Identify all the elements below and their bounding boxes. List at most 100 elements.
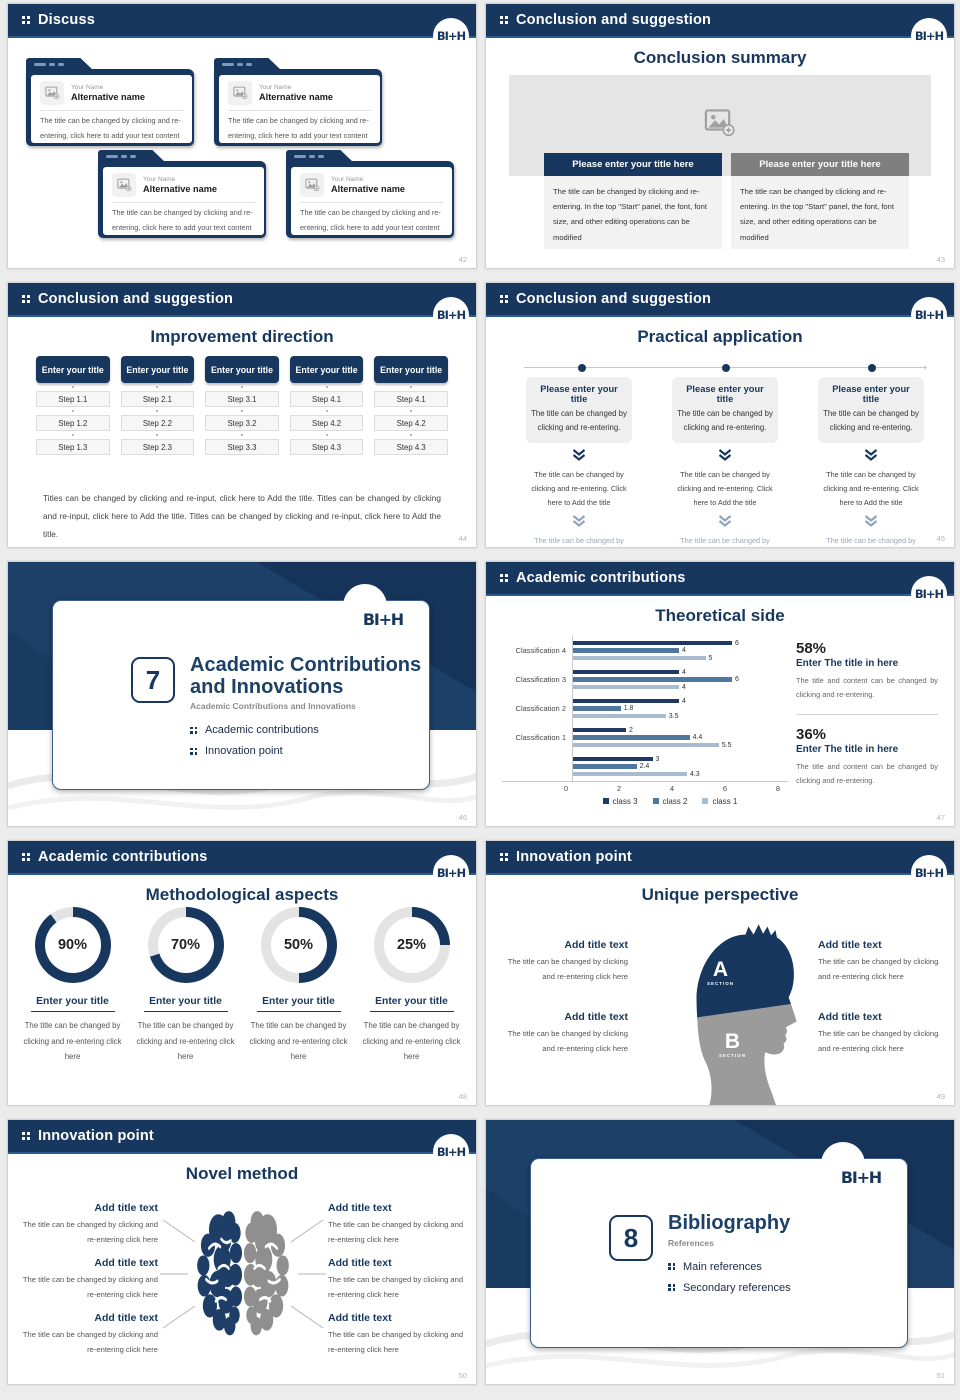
bar	[573, 735, 690, 740]
logo-badge: BI+H	[433, 297, 469, 333]
slide-42-discuss[interactable]: Discuss BI+H Your Name Alternative name Th…	[7, 3, 477, 269]
slide-45-practical-application[interactable]: Conclusion and suggestion BI+H Practical…	[485, 282, 955, 548]
image-placeholder-icon	[704, 108, 736, 142]
title-card: Please enter your title The title can be …	[818, 377, 924, 443]
connector-dot	[71, 386, 74, 388]
block-body: The title can be changed by clicking and…	[22, 1275, 158, 1299]
step-column: Enter your title Step 4.1 Step 4.2 Step 4.3	[374, 356, 448, 455]
folder-inner-card: Your Name Alternative name The title can b…	[219, 75, 380, 143]
slide-44-improvement-direction[interactable]: Conclusion and suggestion BI+H Improveme…	[7, 282, 477, 548]
logo-text: BI+H	[436, 29, 466, 43]
header-bullet-icon	[500, 295, 508, 303]
donut-body: The title can be changed by clicking and…	[136, 1021, 235, 1062]
image-placeholder-icon	[232, 86, 247, 100]
alternative-name: Alternative name	[259, 92, 334, 103]
slide-49-unique-perspective[interactable]: Innovation point BI+H Unique perspective…	[485, 840, 955, 1106]
bar-value-label: 4	[682, 683, 686, 691]
header-underline	[486, 873, 954, 875]
folder-tab	[26, 58, 94, 71]
slide-header: Conclusion and suggestion	[486, 283, 954, 315]
block-title: Add title text	[94, 1312, 158, 1324]
donut-chart: 50%	[260, 907, 337, 983]
slide-48-methodological-aspects[interactable]: Academic contributions BI+H Methodologic…	[7, 840, 477, 1106]
connector-dot	[325, 410, 328, 412]
bar-chart: Classification 4 6 4 5 Classification 3 4 6 4 Cl…	[502, 636, 788, 806]
logo-badge: BI+H	[911, 18, 947, 54]
donut-percent-label: 25%	[383, 917, 440, 973]
slide-50-novel-method[interactable]: Innovation point BI+H Novel method	[7, 1119, 477, 1385]
block-body: The title can be changed by clicking and…	[818, 1029, 939, 1053]
logo-bump	[821, 1142, 865, 1164]
legend-item: class 2	[652, 797, 687, 806]
bar-value-label: 4	[682, 647, 686, 654]
bar-row: 6	[573, 676, 788, 683]
step-box: Step 4.3	[374, 439, 448, 455]
donut-percent-label: 50%	[270, 917, 327, 973]
block-title: Add title text	[94, 1257, 158, 1269]
header-bullet-icon	[500, 16, 508, 24]
folder-tab	[286, 150, 354, 163]
step-text: The title can be changed by clicking and…	[531, 469, 627, 507]
donut-percent-label: 90%	[44, 917, 101, 973]
slide-43-conclusion-summary[interactable]: Conclusion and suggestion BI+H Conclusio…	[485, 3, 955, 269]
brain-icon	[197, 1211, 289, 1336]
bar-row: 4	[573, 683, 788, 691]
stat-title: Enter The title in here	[796, 743, 899, 755]
folder-card: Your Name Alternative name The title can b…	[26, 58, 194, 146]
logo-text: BI+H	[436, 308, 466, 322]
donut-title: Enter your title	[256, 996, 341, 1012]
image-placeholder-icon	[44, 86, 59, 100]
text-block: Add title text The title can be changed …	[818, 939, 940, 985]
donut-item: 50% Enter your title The title can be chan…	[246, 907, 352, 1065]
bar-value-label: 4	[682, 697, 686, 705]
category-label: Classification 2	[515, 704, 566, 713]
divider	[796, 713, 938, 715]
slide-46-section-7[interactable]: BI+H 7 Academic Contributions and Innova…	[7, 561, 477, 827]
practical-column: Please enter your title The title can be …	[818, 377, 924, 547]
section-bullet: Main references	[668, 1261, 791, 1273]
donut-charts-row: 90% Enter your title The title can be chan…	[16, 907, 468, 1065]
bar	[573, 684, 679, 690]
bar-value-label: 2.4	[639, 763, 650, 770]
connector-dot	[240, 410, 243, 412]
bar-value-label: 5.5	[721, 741, 732, 749]
folder-card: Your Name Alternative name The title can b…	[286, 150, 454, 238]
header-title: Innovation point	[515, 849, 632, 865]
section-number-badge: 7	[131, 657, 175, 703]
bar	[573, 742, 719, 748]
chevron-down-icon	[864, 448, 878, 461]
text-block: Add title text The title can be changed …	[20, 1202, 158, 1248]
divider	[300, 202, 443, 203]
avatar-placeholder	[300, 173, 324, 197]
brain-right-hemisphere	[243, 1211, 289, 1336]
section-card: BI+H 7 Academic Contributions and Innova…	[52, 584, 430, 790]
step-box: Step 3.3	[205, 439, 279, 455]
card-body-text: The title can be changed by clicking and…	[40, 116, 181, 140]
page-number: 45	[936, 534, 945, 543]
chevron-down-icon	[718, 515, 732, 528]
bar-row: 3	[573, 755, 788, 763]
bullet-icon	[190, 726, 198, 734]
bar-value-label: 3	[655, 755, 660, 763]
bar-value-label: 3.5	[668, 712, 679, 720]
slide-47-theoretical-side[interactable]: Academic contributions BI+H Theoretical …	[485, 561, 955, 827]
title-card: Please enter your title The title can be …	[526, 377, 632, 443]
logo-badge: BI+H	[433, 1134, 469, 1170]
slide-51-section-8-bibliography[interactable]: BI+H 8 Bibliography References Main refe…	[485, 1119, 955, 1385]
bullet-label: Secondary references	[682, 1281, 791, 1294]
donut-title: Enter your title	[369, 996, 454, 1012]
header-title: Conclusion and suggestion	[515, 12, 712, 28]
bar	[573, 727, 626, 733]
block-body: The title can be changed by clicking and…	[328, 1220, 464, 1244]
bar-value-label: 4	[682, 668, 686, 676]
logo-badge: BI+H	[433, 18, 469, 54]
folder-card: Your Name Alternative name The title can b…	[214, 58, 382, 146]
head-silhouette: A SECTION B SECTION	[655, 917, 801, 1105]
image-placeholder-icon	[304, 178, 319, 192]
block-title: Add title text	[564, 1011, 628, 1023]
donut-chart: 90%	[34, 907, 111, 983]
axis-tick-label: 2	[616, 784, 622, 793]
legend-swatch	[702, 798, 709, 804]
step-column: Enter your title Step 2.1 Step 2.2 Step 2.3	[120, 356, 195, 455]
bar-row: 6	[573, 640, 788, 647]
